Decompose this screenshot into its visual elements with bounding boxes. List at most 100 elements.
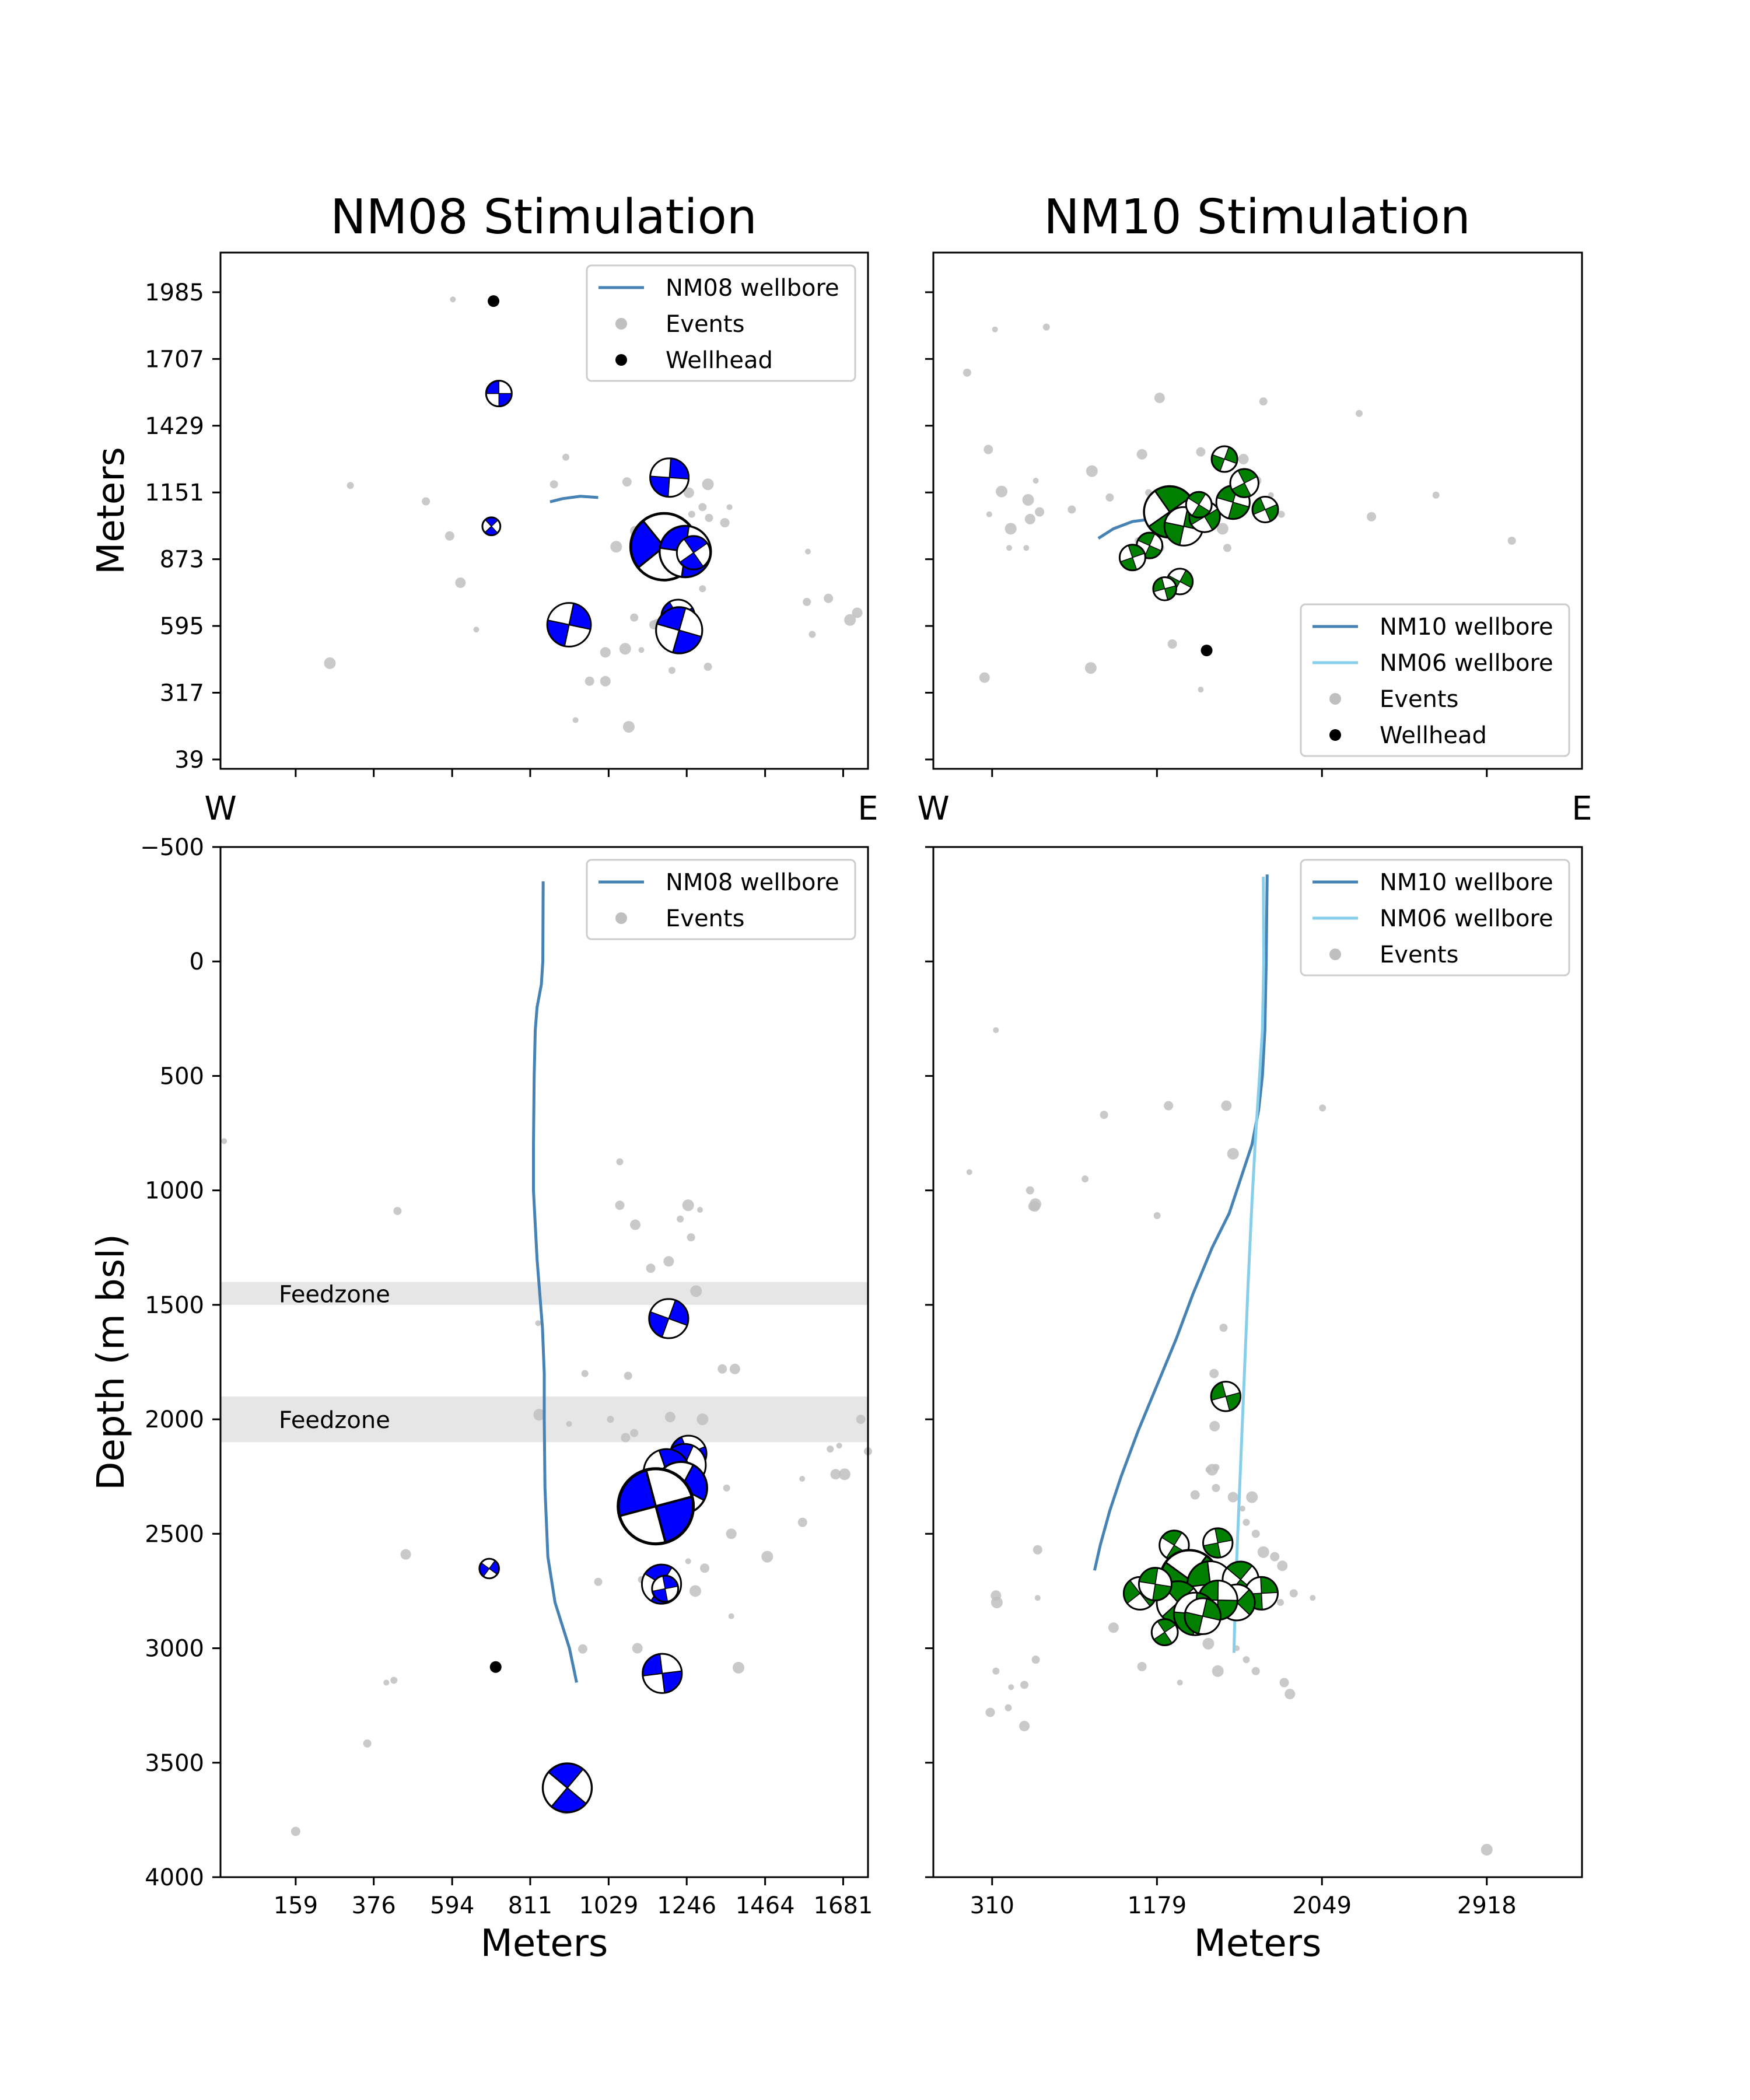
- event-point: [993, 1027, 999, 1033]
- event-point: [1082, 1175, 1089, 1183]
- west-label-left: W: [204, 790, 236, 828]
- event-point: [1239, 1506, 1245, 1512]
- axes-frame: [932, 846, 1583, 1878]
- event-point: [699, 585, 706, 593]
- legend: NM08 wellbore Events Wellhead: [586, 264, 856, 382]
- y-tick-label: 595: [160, 613, 204, 640]
- event-point: [705, 513, 713, 522]
- focal-mechanism: [1150, 1618, 1179, 1646]
- legend-event-symbol: [615, 318, 627, 330]
- axes-frame: [219, 846, 869, 1878]
- event-point: [1136, 449, 1147, 460]
- event-point: [718, 1364, 727, 1374]
- event-point: [1209, 1420, 1220, 1432]
- y-tick-label: −500: [140, 834, 204, 861]
- focal-mechanism: [1185, 491, 1213, 519]
- focal-mechanism: [676, 535, 712, 570]
- legend-label: Events: [1380, 686, 1458, 713]
- event-point: [290, 1826, 300, 1836]
- y-tick-label: 3000: [145, 1636, 204, 1662]
- event-point: [1242, 1518, 1250, 1526]
- event-point: [852, 607, 863, 618]
- focal-mechanism: [1210, 445, 1238, 473]
- event-point: [1216, 523, 1228, 535]
- event-point: [393, 1206, 402, 1215]
- event-point: [324, 657, 336, 669]
- event-point: [624, 1371, 632, 1380]
- event-point: [844, 614, 856, 626]
- feedzone-label: Feedzone: [279, 1407, 390, 1434]
- event-point: [1177, 1679, 1183, 1686]
- event-point: [683, 487, 694, 498]
- event-point: [1319, 1104, 1326, 1112]
- y-axis-label: Meters: [90, 447, 133, 575]
- wellhead-marker: [488, 295, 500, 307]
- event-point: [455, 577, 466, 588]
- legend-label: Events: [666, 311, 744, 338]
- focal-mechanism: [481, 516, 502, 537]
- focal-mechanism: [1251, 495, 1279, 523]
- event-point: [1019, 1720, 1030, 1731]
- event-point: [799, 1476, 806, 1482]
- event-point: [1219, 1324, 1228, 1332]
- nm08-map-panel: 39 317 595 873 1151 1429 1707 1985 Meters NM08 we…: [90, 251, 869, 777]
- nm08-depth-panel: Feedzone Feedzone 159 376 594 811 1029 1246 1464…: [90, 834, 873, 1965]
- y-tick-label: 3500: [145, 1750, 204, 1777]
- x-tick-label: 2918: [1457, 1892, 1517, 1919]
- event-point: [594, 1577, 603, 1586]
- event-point: [979, 672, 990, 683]
- event-point: [836, 1443, 842, 1449]
- event-point: [630, 1219, 641, 1230]
- event-point: [733, 1661, 744, 1674]
- event-point: [1221, 1100, 1232, 1111]
- event-point: [663, 1256, 674, 1267]
- event-point: [1480, 1843, 1493, 1856]
- event-point: [1209, 1368, 1219, 1378]
- event-point: [1034, 1595, 1041, 1601]
- right-panel-title: NM10 Stimulation: [1044, 190, 1470, 245]
- focal-mechanism: [655, 606, 704, 654]
- event-point: [1289, 1589, 1298, 1598]
- event-point: [698, 503, 707, 512]
- event-point: [1042, 323, 1050, 331]
- event-point: [1270, 1552, 1280, 1562]
- event-point: [1008, 1684, 1014, 1690]
- event-point: [450, 296, 456, 303]
- x-tick-label: 1246: [657, 1892, 716, 1919]
- event-point: [856, 1415, 866, 1424]
- event-point: [1279, 1678, 1289, 1688]
- east-label-right: E: [1572, 790, 1592, 828]
- y-tick-label: 2500: [145, 1521, 204, 1548]
- x-tick-label: 1681: [814, 1892, 873, 1919]
- event-point: [824, 593, 834, 603]
- event-point: [685, 1558, 691, 1564]
- event-point: [1032, 478, 1039, 484]
- event-point: [600, 676, 611, 687]
- event-point: [1227, 1147, 1239, 1160]
- y-tick-label: 1985: [145, 279, 204, 306]
- focal-mechanism: [1118, 544, 1146, 572]
- event-point: [1246, 1491, 1258, 1503]
- focal-mechanism: [1202, 1527, 1234, 1559]
- event-point: [985, 1707, 995, 1717]
- event-point: [566, 1420, 572, 1427]
- legend-label: NM06 wellbore: [1380, 650, 1553, 677]
- event-point: [991, 1597, 1003, 1609]
- wellhead-marker: [1200, 645, 1213, 657]
- legend-label: NM06 wellbore: [1380, 905, 1553, 932]
- event-point: [1023, 545, 1030, 551]
- event-point: [677, 1215, 684, 1223]
- event-point: [728, 1613, 734, 1619]
- event-point: [830, 1469, 841, 1480]
- focal-mechanism: [541, 1762, 593, 1814]
- legend-label: Wellhead: [1380, 722, 1487, 749]
- focal-mechanism: [478, 1558, 500, 1580]
- event-point: [581, 1370, 589, 1377]
- feedzone-band: [220, 1282, 868, 1305]
- event-point: [696, 1413, 709, 1426]
- x-tick-label: 159: [274, 1892, 318, 1919]
- event-point: [1367, 512, 1377, 522]
- x-tick-label: 1179: [1127, 1892, 1186, 1919]
- event-point: [729, 1363, 740, 1374]
